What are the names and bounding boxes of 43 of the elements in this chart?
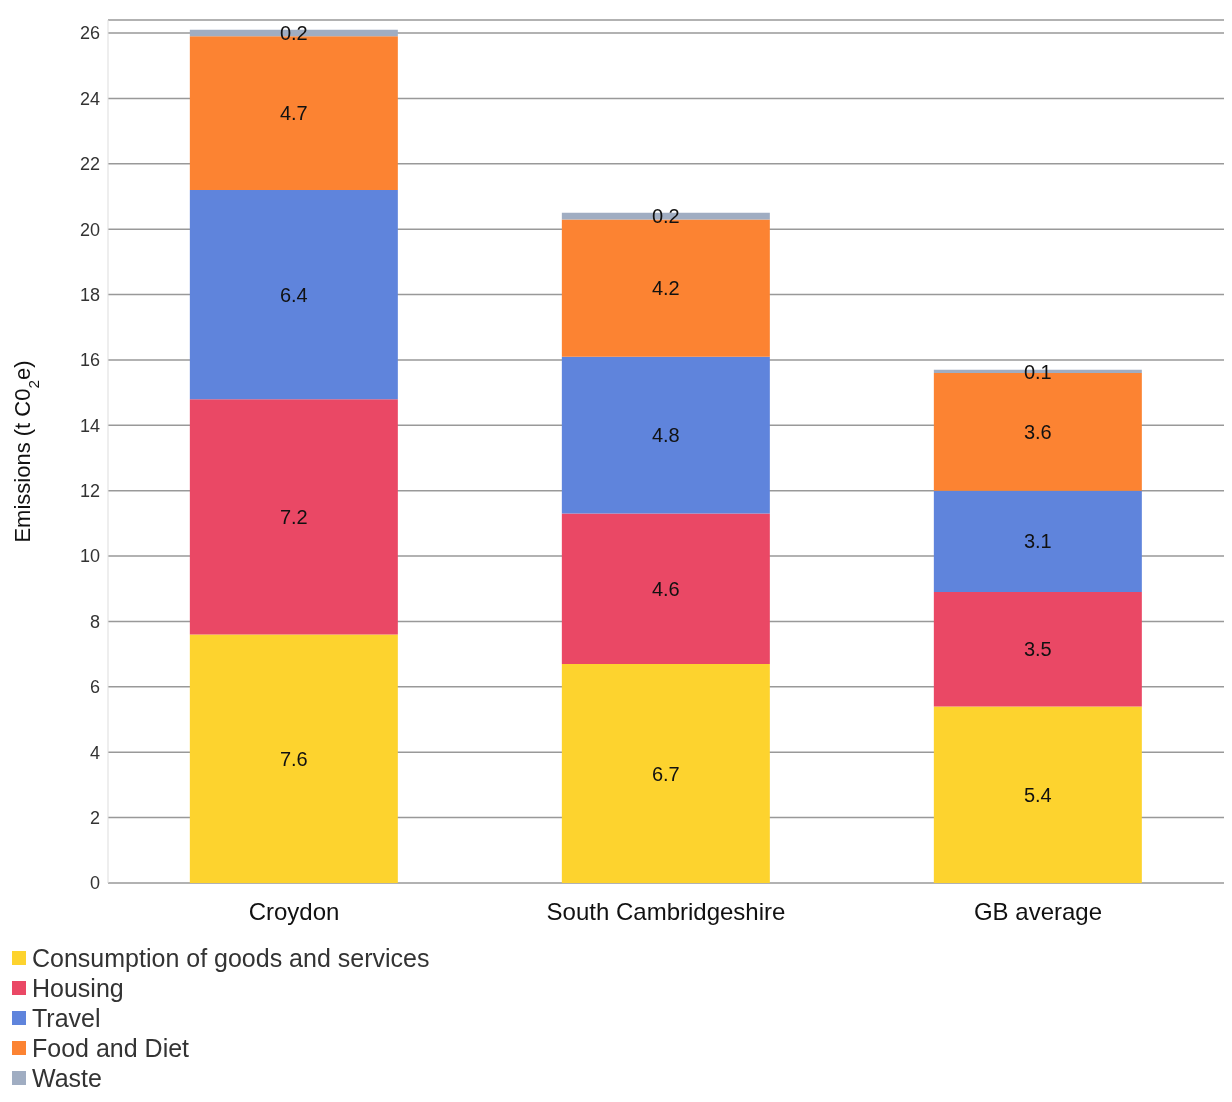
legend-label: Housing [32, 973, 124, 1003]
data-label: 3.6 [1023, 420, 1052, 443]
data-label: 4.2 [651, 277, 680, 300]
bar [189, 189, 398, 400]
x-tick-label: South Cambridgeshire [546, 898, 786, 926]
y-tick-label: 2 [89, 808, 100, 829]
y-tick-label: 18 [79, 284, 100, 305]
bar [561, 663, 770, 883]
y-tick-label: 16 [79, 350, 100, 371]
data-label: 4.7 [279, 102, 308, 125]
y-tick-label: 26 [79, 23, 100, 44]
y-tick-label: 0 [89, 873, 100, 894]
bar [933, 706, 1142, 883]
x-tick-label: Croydon [248, 898, 340, 926]
y-tick-label: 12 [79, 481, 100, 502]
data-label: 3.5 [1023, 638, 1052, 661]
bar [189, 634, 398, 883]
data-label: 3.1 [1023, 530, 1052, 553]
data-label: 4.8 [651, 424, 680, 447]
legend-label: Food and Diet [32, 1033, 190, 1063]
bar [189, 399, 398, 635]
legend-label: Travel [32, 1003, 101, 1033]
data-label: 4.6 [651, 577, 680, 600]
data-label: 6.7 [651, 762, 680, 785]
legend-label: Waste [32, 1063, 102, 1093]
x-tick-label: GB average [973, 898, 1103, 926]
data-label: 7.2 [279, 505, 308, 528]
y-tick-label: 8 [89, 611, 100, 632]
y-tick-label: 24 [79, 88, 100, 109]
data-label: 7.6 [279, 747, 308, 770]
bar [933, 592, 1142, 707]
y-tick-label: 14 [79, 415, 100, 436]
bar [561, 356, 770, 514]
data-label: 6.4 [279, 283, 308, 306]
y-tick-label: 10 [79, 546, 100, 567]
data-label: 5.4 [1023, 783, 1052, 806]
y-tick-label: 22 [79, 154, 100, 175]
bar [561, 513, 770, 664]
y-tick-label: 4 [89, 742, 100, 763]
y-tick-label: 20 [79, 219, 100, 240]
bar [933, 490, 1142, 593]
y-tick-label: 6 [89, 677, 100, 698]
legend-label: Consumption of goods and services [32, 943, 430, 973]
